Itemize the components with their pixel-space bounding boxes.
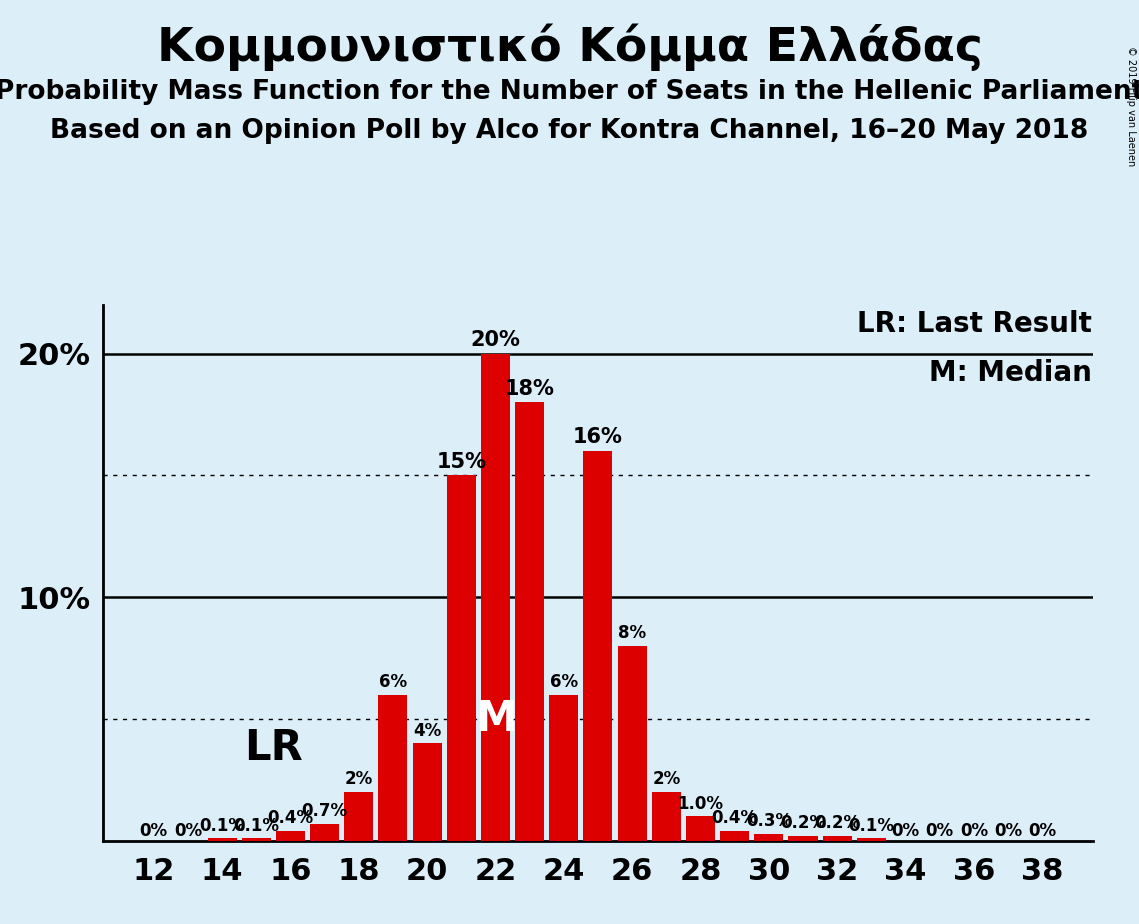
Bar [310, 824, 339, 841]
Text: 0%: 0% [174, 821, 202, 840]
Bar [207, 838, 237, 841]
Text: 0.1%: 0.1% [233, 817, 279, 834]
Text: 16%: 16% [573, 428, 623, 447]
Text: 0.7%: 0.7% [302, 802, 347, 821]
Bar [412, 744, 442, 841]
Text: Probability Mass Function for the Number of Seats in the Hellenic Parliament: Probability Mass Function for the Number… [0, 79, 1139, 104]
Bar [822, 836, 852, 841]
Bar [344, 792, 374, 841]
Text: 0.2%: 0.2% [780, 814, 826, 833]
Text: 6%: 6% [550, 673, 577, 691]
Bar [378, 695, 408, 841]
Text: LR: LR [244, 727, 303, 770]
Bar [857, 838, 886, 841]
Bar [241, 838, 271, 841]
Text: Κομμουνιστικό Κόμμα Ελλάδας: Κομμουνιστικό Κόμμα Ελλάδας [156, 23, 983, 70]
Text: 6%: 6% [379, 673, 407, 691]
Text: 0.4%: 0.4% [268, 809, 313, 828]
Text: 20%: 20% [470, 330, 521, 350]
Text: 0%: 0% [960, 821, 988, 840]
Text: Based on an Opinion Poll by Alco for Kontra Channel, 16–20 May 2018: Based on an Opinion Poll by Alco for Kon… [50, 118, 1089, 144]
Text: 0.2%: 0.2% [814, 814, 860, 833]
Text: 2%: 2% [653, 771, 680, 788]
Text: M: Median: M: Median [928, 359, 1091, 386]
Text: 1.0%: 1.0% [678, 795, 723, 813]
Text: 0%: 0% [1029, 821, 1056, 840]
Text: 4%: 4% [413, 722, 441, 740]
Bar [481, 354, 510, 841]
Text: 0%: 0% [926, 821, 953, 840]
Bar [754, 833, 784, 841]
Text: 8%: 8% [618, 625, 646, 642]
Bar [515, 402, 544, 841]
Text: © 2019 Filip van Laenen: © 2019 Filip van Laenen [1126, 46, 1136, 166]
Text: 0%: 0% [994, 821, 1022, 840]
Text: M: M [475, 698, 516, 740]
Text: LR: Last Result: LR: Last Result [857, 310, 1091, 338]
Bar [686, 817, 715, 841]
Bar [583, 451, 613, 841]
Bar [720, 831, 749, 841]
Text: 0.4%: 0.4% [712, 809, 757, 828]
Bar [652, 792, 681, 841]
Bar [549, 695, 579, 841]
Bar [617, 646, 647, 841]
Text: 0%: 0% [140, 821, 167, 840]
Text: 0%: 0% [892, 821, 919, 840]
Text: 0.1%: 0.1% [199, 817, 245, 834]
Text: 2%: 2% [345, 771, 372, 788]
Bar [788, 836, 818, 841]
Bar [446, 476, 476, 841]
Bar [276, 831, 305, 841]
Text: 0.3%: 0.3% [746, 812, 792, 830]
Text: 0.1%: 0.1% [849, 817, 894, 834]
Text: 18%: 18% [505, 379, 555, 399]
Text: 15%: 15% [436, 452, 486, 472]
